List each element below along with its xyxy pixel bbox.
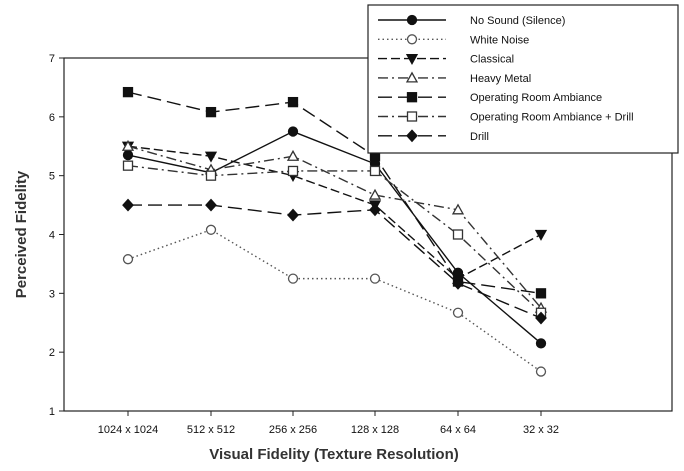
- legend-label: White Noise: [470, 34, 529, 46]
- data-point: [122, 254, 134, 265]
- data-point: [205, 198, 217, 212]
- x-tick-label: 64 x 64: [440, 424, 476, 436]
- series-line: [127, 229, 542, 373]
- data-point: [535, 366, 547, 377]
- legend-label: Drill: [470, 131, 489, 143]
- y-tick-label: 2: [49, 347, 55, 359]
- data-point: [122, 160, 134, 171]
- series-line: [127, 130, 542, 344]
- x-tick-label: 512 x 512: [187, 424, 235, 436]
- legend-marker: [406, 92, 418, 103]
- data-point: [205, 106, 217, 118]
- data-point: [368, 188, 382, 200]
- data-point: [205, 224, 217, 235]
- data-point: [205, 170, 217, 181]
- data-point: [369, 273, 381, 284]
- y-axis: 1 2 3 4 5 6 7: [49, 53, 64, 418]
- legend-label: No Sound (Silence): [470, 15, 565, 27]
- x-axis: 1024 x 1024 512 x 512 256 x 256 128 x 128 64…: [98, 411, 559, 436]
- y-tick-label: 7: [49, 53, 55, 65]
- series-2: [122, 224, 547, 377]
- series-layer: [121, 86, 548, 377]
- y-tick-label: 4: [49, 230, 55, 242]
- data-point: [287, 273, 299, 284]
- data-point: [534, 229, 548, 241]
- series-line: [128, 204, 542, 319]
- x-tick-label: 128 x 128: [351, 424, 399, 436]
- legend-marker: [406, 111, 418, 122]
- legend-label: Heavy Metal: [470, 73, 531, 85]
- data-point: [452, 307, 464, 318]
- series-line: [127, 145, 542, 309]
- legend-label: Classical: [470, 54, 514, 66]
- y-tick-label: 6: [49, 112, 55, 124]
- legend-item: Operating Room Ambiance: [378, 92, 602, 104]
- x-tick-label: 32 x 32: [523, 424, 559, 436]
- data-point: [286, 149, 300, 161]
- legend-marker: [406, 14, 418, 26]
- data-point: [452, 276, 464, 290]
- data-point: [535, 288, 547, 299]
- legend-box: [367, 4, 679, 154]
- legend-marker: [405, 53, 419, 65]
- data-point: [204, 151, 218, 163]
- legend-item: White Noise: [378, 34, 529, 46]
- legend-item: Operating Room Ambiance + Drill: [378, 111, 634, 124]
- legend-item: Drill: [378, 129, 489, 143]
- data-point: [122, 198, 134, 212]
- legend-marker: [406, 34, 418, 45]
- legend-marker: [405, 71, 419, 83]
- series-line: [127, 145, 542, 280]
- series-line: [127, 164, 542, 314]
- data-point: [287, 165, 299, 177]
- legend-item: No Sound (Silence): [378, 14, 565, 27]
- y-axis-title: Perceived Fidelity: [13, 170, 30, 298]
- data-point: [122, 86, 134, 98]
- x-axis-title: Visual Fidelity (Texture Resolution): [209, 446, 459, 463]
- series-7: [122, 198, 547, 325]
- y-tick-label: 5: [49, 171, 55, 183]
- x-tick-label: 1024 x 1024: [98, 424, 159, 436]
- series-6: [122, 160, 547, 318]
- data-point: [451, 203, 465, 215]
- data-point: [535, 338, 547, 349]
- data-point: [535, 311, 547, 325]
- y-tick-label: 1: [49, 406, 55, 418]
- data-point: [369, 203, 381, 217]
- y-tick-label: 3: [49, 288, 55, 300]
- series-line: [127, 91, 542, 295]
- legend-item: Classical: [378, 54, 514, 66]
- x-tick-label: 256 x 256: [269, 424, 317, 436]
- data-point: [369, 165, 381, 177]
- data-point: [287, 208, 299, 222]
- legend-item: Heavy Metal: [378, 71, 531, 85]
- data-point: [452, 229, 464, 240]
- data-point: [287, 96, 299, 108]
- data-point: [287, 126, 299, 137]
- data-point: [121, 139, 135, 151]
- legend-marker: [406, 129, 418, 143]
- legend: No Sound (Silence) White Noise Classical He…: [367, 4, 679, 154]
- legend-label: Operating Room Ambiance + Drill: [470, 112, 634, 124]
- legend-label: Operating Room Ambiance: [470, 92, 602, 104]
